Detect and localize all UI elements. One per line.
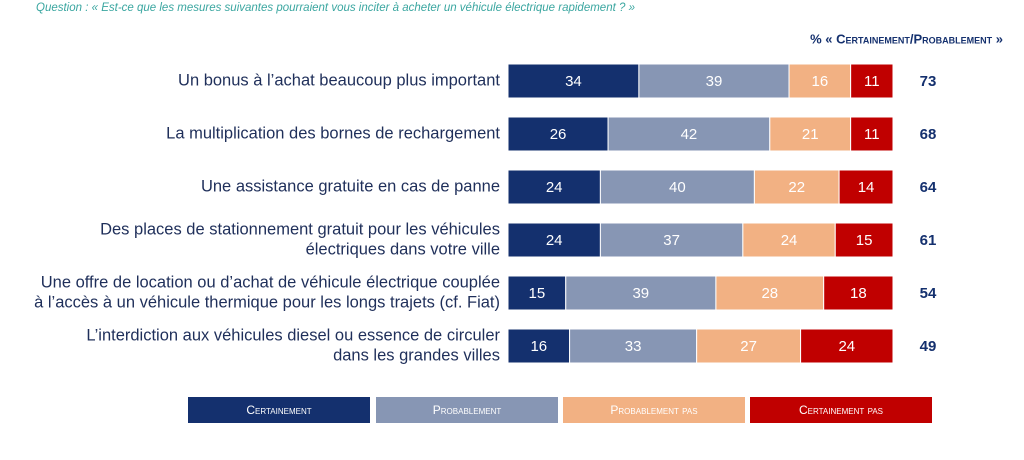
data-label: 28 (761, 285, 778, 302)
bar-segment (834, 222, 894, 258)
legend-label: Probablement pas (610, 403, 697, 417)
data-label: 33 (625, 338, 642, 355)
data-label: 15 (856, 232, 873, 249)
data-label: 18 (850, 285, 867, 302)
legend-swatch (188, 397, 370, 423)
data-label: 14 (858, 179, 875, 196)
bar-segment (788, 63, 852, 99)
data-label: 24 (546, 232, 563, 249)
data-label: 11 (864, 73, 880, 90)
bar-segment (638, 63, 790, 99)
bar-segment (507, 275, 567, 311)
category-label: Une offre de location ou d’achat de véhi… (41, 273, 500, 291)
bar-segment (599, 169, 755, 205)
legend-label: Certainement (246, 403, 311, 417)
bar-segment (823, 275, 894, 311)
bar-segment (800, 328, 894, 364)
bar-segment (715, 275, 825, 311)
bar-segment (507, 169, 601, 205)
category-label: La multiplication des bornes de recharge… (166, 124, 500, 142)
data-label: 42 (681, 126, 698, 143)
data-label: 27 (740, 338, 757, 355)
legend-swatch (750, 397, 932, 423)
total-label: 61 (920, 232, 937, 249)
bar-segment (507, 116, 609, 152)
data-label: 22 (788, 179, 805, 196)
category-label: Une assistance gratuite en cas de panne (201, 177, 500, 195)
data-label: 39 (706, 73, 723, 90)
bar-segment (838, 169, 894, 205)
data-label: 39 (632, 285, 649, 302)
data-label: 21 (802, 126, 819, 143)
data-label: 37 (663, 232, 680, 249)
bar-segment (565, 275, 717, 311)
data-label: 34 (565, 73, 582, 90)
subtitle: Question : « Est-ce que les mesures suiv… (36, 2, 635, 14)
total-label: 49 (920, 338, 937, 355)
bar-segment (507, 63, 640, 99)
category-label: à l’accès à un véhicule thermique pour l… (34, 293, 500, 311)
bar-segment (769, 116, 852, 152)
bar-segment (507, 328, 571, 364)
data-label: 15 (529, 285, 546, 302)
bar-segment (607, 116, 771, 152)
data-label: 24 (781, 232, 798, 249)
legend-label: Certainement pas (799, 403, 883, 417)
legend-swatch (563, 397, 745, 423)
bar-segment (569, 328, 698, 364)
category-label: L’interdiction aux véhicules diesel ou e… (86, 326, 500, 344)
data-label: 40 (669, 179, 686, 196)
data-label: 16 (812, 73, 829, 90)
data-label: 26 (550, 126, 567, 143)
legend-swatch (376, 397, 558, 423)
total-label: 64 (920, 179, 937, 196)
bar-segment (507, 222, 601, 258)
data-label: 24 (838, 338, 855, 355)
category-label: Des places de stationnement gratuit pour… (100, 220, 500, 238)
bar-segment (850, 116, 894, 152)
data-label: 24 (546, 179, 563, 196)
category-label: électriques dans votre ville (306, 240, 500, 258)
data-label: 11 (864, 126, 880, 143)
bar-segment (850, 63, 894, 99)
totals-header: % « Certainement/Probablement » (810, 31, 1003, 46)
category-label: dans les grandes villes (333, 346, 500, 364)
legend-label: Probablement (433, 403, 502, 417)
total-label: 73 (920, 73, 937, 90)
data-label: 16 (530, 338, 547, 355)
category-label: Un bonus à l’achat beaucoup plus importa… (178, 71, 500, 89)
bar-segment (599, 222, 744, 258)
total-label: 54 (920, 285, 937, 302)
total-label: 68 (920, 126, 937, 143)
bar-segment (696, 328, 802, 364)
